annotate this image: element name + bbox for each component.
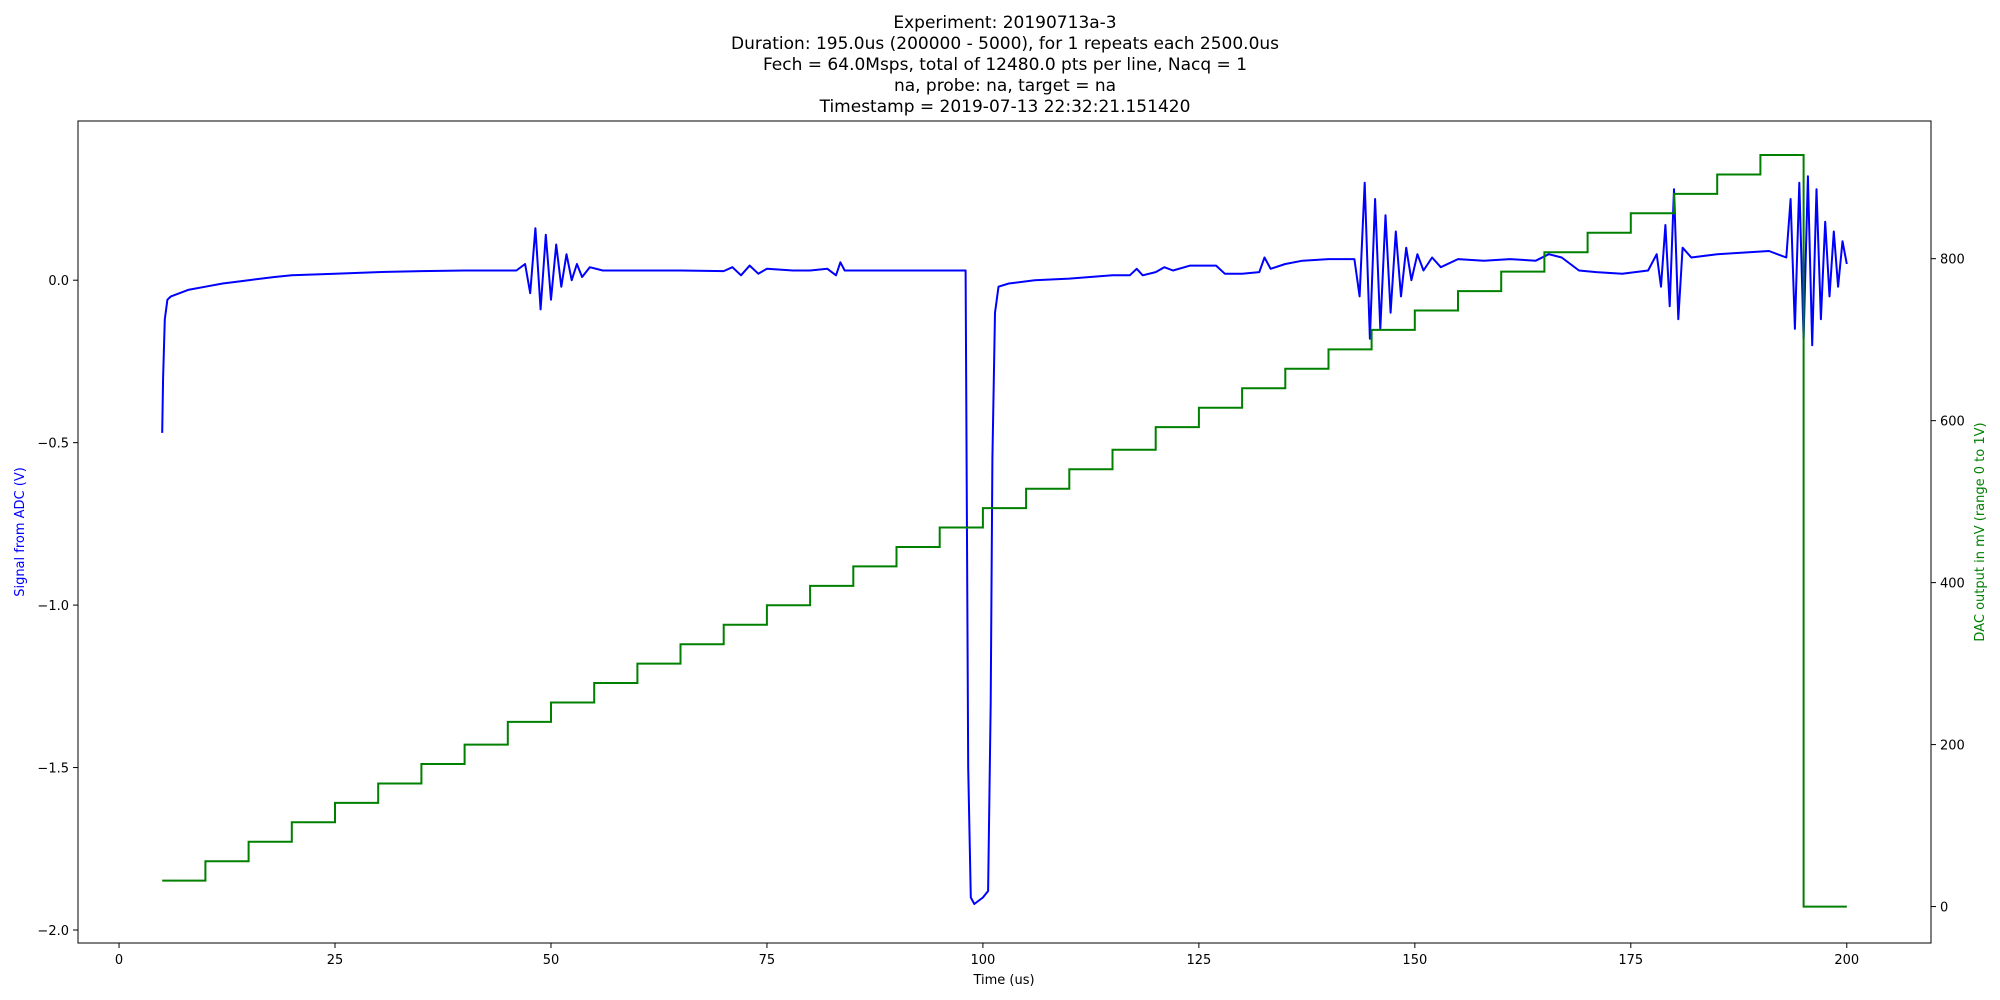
- x-tick-label: 125: [1186, 953, 1211, 968]
- y-left-tick-label: −0.5: [37, 437, 69, 452]
- plot-frame: [77, 120, 1932, 944]
- title-line-3: Fech = 64.0Msps, total of 12480.0 pts pe…: [763, 55, 1247, 75]
- x-axis: 0 25 50 75 100 125 150 175 200: [115, 943, 1859, 968]
- x-tick-label: 0: [115, 953, 123, 968]
- signal-series-line: [161, 175, 1848, 905]
- title-line-1: Experiment: 20190713a-3: [893, 13, 1116, 33]
- title-line-4: na, probe: na, target = na: [894, 76, 1116, 96]
- x-axis-label: Time (us): [972, 973, 1034, 988]
- y-axis-right-label: DAC output in mV (range 0 to 1V): [1973, 422, 1988, 641]
- x-tick-label: 175: [1618, 953, 1643, 968]
- y-left-tick-label: 0.0: [48, 274, 69, 289]
- y-right-tick-label: 200: [1940, 739, 1965, 754]
- y-axis-right: 0 200 400 600 800: [1931, 253, 1965, 916]
- x-tick-label: 200: [1834, 953, 1859, 968]
- x-tick-label: 50: [543, 953, 560, 968]
- y-left-tick-label: −2.0: [37, 924, 69, 939]
- y-left-tick-label: −1.5: [37, 762, 69, 777]
- y-right-tick-label: 600: [1940, 415, 1965, 430]
- y-right-tick-label: 400: [1940, 577, 1965, 592]
- y-right-tick-label: 0: [1940, 901, 1948, 916]
- title-line-5: Timestamp = 2019-07-13 22:32:21.151420: [819, 97, 1191, 117]
- y-right-tick-label: 800: [1940, 253, 1965, 268]
- y-axis-left-label: Signal from ADC (V): [13, 467, 28, 597]
- x-tick-label: 150: [1402, 953, 1427, 968]
- dac-series-line: [162, 154, 1847, 908]
- title-line-2: Duration: 195.0us (200000 - 5000), for 1…: [731, 34, 1279, 54]
- y-axis-left: 0.0 −0.5 −1.0 −1.5 −2.0: [37, 274, 78, 939]
- chart-title: Experiment: 20190713a-3 Duration: 195.0u…: [731, 13, 1279, 117]
- y-left-tick-label: −1.0: [37, 599, 69, 614]
- x-tick-label: 75: [759, 953, 776, 968]
- x-tick-label: 25: [327, 953, 344, 968]
- x-tick-label: 100: [970, 953, 995, 968]
